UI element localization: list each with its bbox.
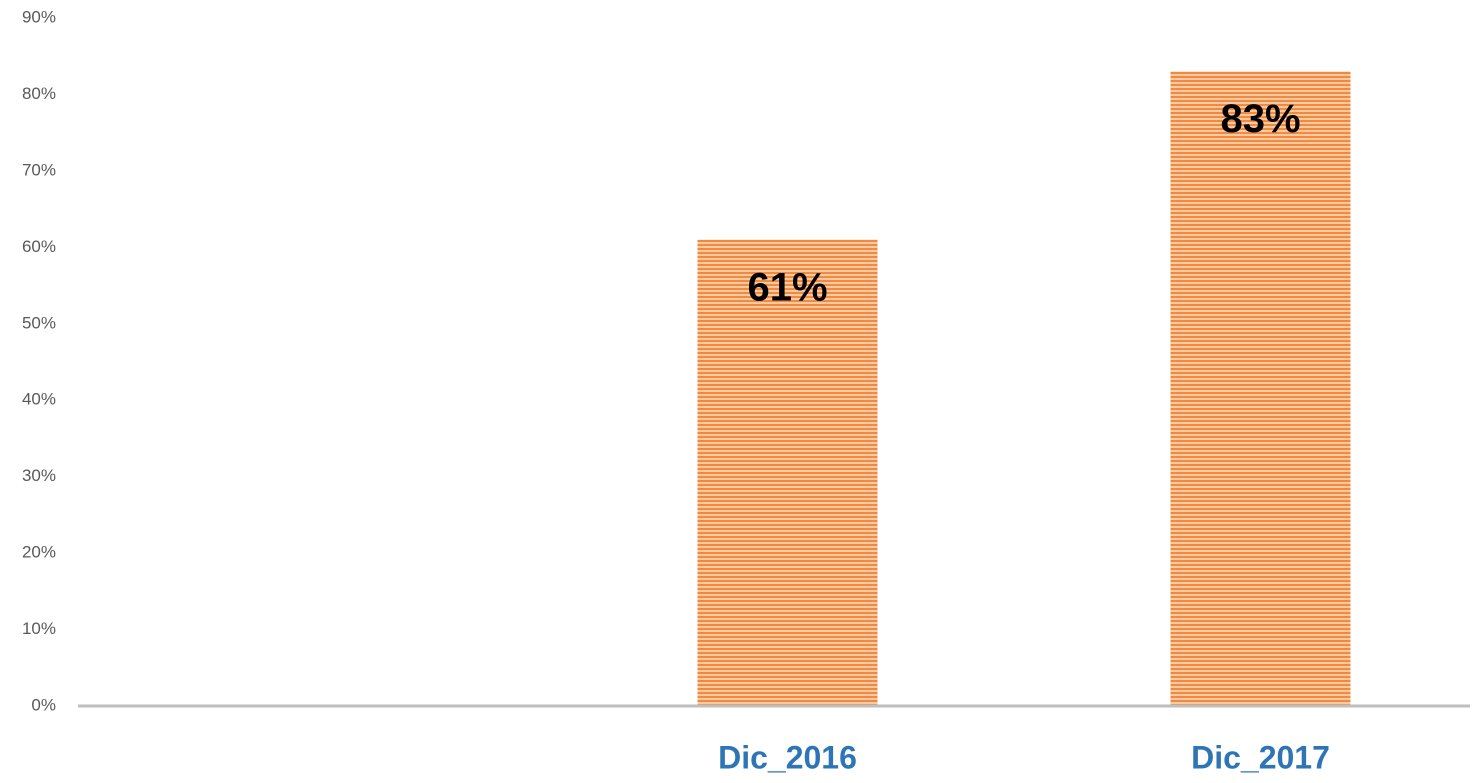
- y-tick-label: 10%: [22, 619, 56, 638]
- data-label: 61%: [747, 265, 827, 309]
- x-tick-label: Dic_2016: [718, 739, 857, 775]
- y-tick-label: 0%: [31, 695, 56, 714]
- y-tick-label: 70%: [22, 160, 56, 179]
- bar: [697, 239, 878, 706]
- y-tick-label: 90%: [22, 7, 56, 26]
- x-tick-label: Dic_2017: [1191, 739, 1330, 775]
- y-tick-label: 40%: [22, 390, 56, 409]
- bar: [1170, 71, 1351, 706]
- data-label: 83%: [1220, 97, 1300, 141]
- y-tick-label: 60%: [22, 237, 56, 256]
- y-tick-label: 50%: [22, 313, 56, 332]
- y-tick-label: 20%: [22, 543, 56, 562]
- y-tick-label: 80%: [22, 84, 56, 103]
- y-tick-label: 30%: [22, 466, 56, 485]
